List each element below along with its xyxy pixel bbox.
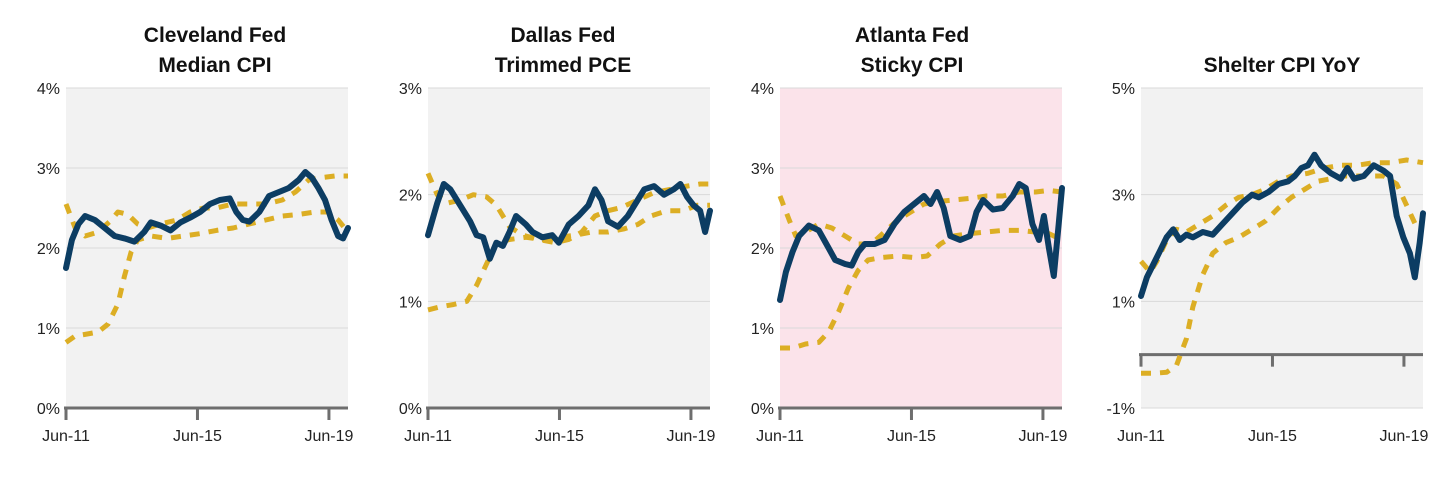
y-tick-label: 2% <box>399 188 422 205</box>
series-line-dashed-2 <box>1141 173 1425 376</box>
chart-title-line-1: Dallas Fed <box>510 24 615 47</box>
y-tick-label: 1% <box>37 321 60 338</box>
plot-background <box>428 88 710 408</box>
x-tick-label: Jun-19 <box>666 428 715 445</box>
series-line-dashed-2 <box>64 209 350 345</box>
y-tick-label: 4% <box>751 81 774 98</box>
x-tick-label: Jun-15 <box>1248 428 1297 445</box>
x-tick-label: Jun-15 <box>535 428 584 445</box>
x-tick-label: Jun-15 <box>173 428 222 445</box>
chart-title-line-1: Atlanta Fed <box>855 24 969 47</box>
y-tick-label: 4% <box>37 81 60 98</box>
y-tick-label: 1% <box>751 321 774 338</box>
y-tick-label: 2% <box>751 241 774 258</box>
chart-panel-4: -1% 1% 3% 5% Jun-11 Jun-15 Jun-19 Shelter CPI Y… <box>1107 54 1429 445</box>
y-tick-label: 3% <box>399 81 422 98</box>
y-tick-label: 0% <box>37 401 60 418</box>
series-line-solid <box>777 181 1065 303</box>
x-tick-label: Jun-19 <box>1018 428 1067 445</box>
y-tick-label: 1% <box>1112 294 1135 311</box>
x-tick-label: Jun-11 <box>404 428 452 445</box>
series-line-solid <box>1138 151 1426 299</box>
x-tick-label: Jun-19 <box>304 428 353 445</box>
y-tick-label: 0% <box>399 401 422 418</box>
series-line-dashed-2 <box>427 202 710 313</box>
chart-panel-3: 0% 1% 2% 3% 4% Jun-11 Jun-15 Jun-19 Atlanta Fed S… <box>751 24 1068 445</box>
chart-title-line-2: Trimmed PCE <box>495 54 632 77</box>
x-tick-label: Jun-11 <box>1117 428 1165 445</box>
x-tick-label: Jun-11 <box>42 428 90 445</box>
chart-panel-1: 0% 1% 2% 3% 4% Jun-11 Jun-15 Jun-19 Cleveland Fe… <box>37 24 354 445</box>
chart-title-line-2: Median CPI <box>158 54 271 77</box>
x-tick-label: Jun-19 <box>1379 428 1428 445</box>
plot-background <box>1141 88 1423 408</box>
y-tick-label: 2% <box>37 241 60 258</box>
chart-title-line-2: Shelter CPI YoY <box>1204 54 1361 77</box>
series-line-solid <box>63 169 351 271</box>
y-tick-label: 3% <box>1112 188 1135 205</box>
series-line-solid <box>425 181 713 262</box>
y-tick-label: 3% <box>751 161 774 178</box>
chart-panel-2: 0% 1% 2% 3% Jun-11 Jun-15 Jun-19 Dallas Fed Trim… <box>399 24 716 445</box>
chart-title-line-2: Sticky CPI <box>861 54 964 77</box>
series-line-dashed-1 <box>63 173 348 239</box>
y-tick-label: 0% <box>751 401 774 418</box>
x-tick-label: Jun-15 <box>887 428 936 445</box>
x-tick-label: Jun-11 <box>756 428 804 445</box>
y-tick-label: 1% <box>399 294 422 311</box>
chart-title-line-1: Cleveland Fed <box>144 24 286 47</box>
y-tick-label: -1% <box>1107 401 1135 418</box>
y-tick-label: 5% <box>1112 81 1135 98</box>
series-line-dashed-2 <box>780 227 1064 351</box>
y-tick-label: 3% <box>37 161 60 178</box>
